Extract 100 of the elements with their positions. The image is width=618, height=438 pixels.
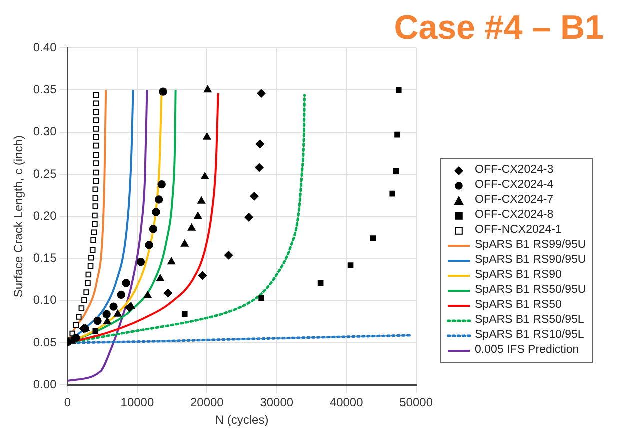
point <box>370 236 376 242</box>
point <box>93 134 100 140</box>
point <box>258 295 264 302</box>
x-tick-label: 40000 <box>330 396 364 410</box>
y-tick-label: 0.40 <box>33 40 58 54</box>
point <box>88 255 94 261</box>
point <box>91 230 98 236</box>
point <box>122 279 130 288</box>
point <box>256 140 264 148</box>
point <box>158 180 166 189</box>
y-axis-title: Surface Crack Length, c (inch) <box>12 136 26 298</box>
legend-label: OFF-CX2024-8 <box>475 208 554 223</box>
point <box>250 192 259 201</box>
point <box>93 160 100 166</box>
legend-label: OFF-CX2024-4 <box>475 178 554 193</box>
point <box>114 310 122 317</box>
text: Case #4 – B1 <box>394 8 604 48</box>
point <box>92 221 98 228</box>
point <box>92 212 98 219</box>
line-series <box>68 89 148 382</box>
legend-label: OFF-CX2024-3 <box>475 163 554 178</box>
point <box>152 208 160 216</box>
point <box>93 109 100 115</box>
point <box>90 247 96 254</box>
point <box>144 291 152 298</box>
y-tick-label: 0.20 <box>33 208 58 223</box>
point <box>88 263 94 270</box>
point <box>93 118 100 124</box>
point <box>164 289 172 298</box>
legend-label: SpARS B1 RS90 <box>475 268 562 283</box>
point <box>188 224 196 231</box>
point <box>394 132 400 138</box>
point <box>104 317 112 324</box>
point <box>198 271 207 280</box>
x-tick-label: 50000 <box>400 396 434 410</box>
x-tick-label: 30000 <box>260 396 294 410</box>
point <box>93 152 100 158</box>
point <box>93 126 100 132</box>
point <box>86 272 92 278</box>
point <box>224 251 234 260</box>
point <box>154 196 164 204</box>
point <box>145 241 154 250</box>
point <box>93 178 100 184</box>
legend-label: SpARS B1 RS50 <box>475 298 562 313</box>
point <box>72 334 80 342</box>
point <box>149 225 158 234</box>
legend-label: SpARS B1 RS50/95L <box>475 313 584 328</box>
point <box>73 322 80 328</box>
point <box>156 274 164 282</box>
point <box>396 87 402 94</box>
point <box>201 172 210 180</box>
point <box>194 212 202 220</box>
point <box>204 86 212 93</box>
y-tick-label: 0.25 <box>33 166 58 181</box>
point <box>348 262 354 268</box>
y-tick-label: 0.10 <box>33 293 58 308</box>
point <box>393 168 400 174</box>
point <box>76 314 82 320</box>
point <box>110 302 118 311</box>
y-tick-label: 0.05 <box>33 335 58 350</box>
point <box>93 170 100 176</box>
point <box>255 163 264 172</box>
point <box>159 88 168 96</box>
point <box>93 142 100 149</box>
point <box>318 280 324 286</box>
legend-label: OFF-NCX2024-1 <box>475 223 562 238</box>
point <box>102 310 111 318</box>
point <box>84 290 90 296</box>
legend-label: SpARS B1 RS10/95L <box>475 328 584 343</box>
legend-label: SpARS B1 RS99/95U <box>475 238 586 253</box>
point <box>168 258 176 265</box>
point <box>78 306 85 312</box>
point <box>92 204 99 210</box>
x-tick-label: 20000 <box>190 396 224 410</box>
point <box>257 89 266 98</box>
point <box>136 258 146 266</box>
point <box>182 311 188 318</box>
point <box>92 328 99 334</box>
y-tick-label: 0.15 <box>33 251 58 266</box>
point <box>203 132 212 140</box>
point <box>85 280 91 286</box>
legend-label: OFF-CX2024-7 <box>475 193 554 208</box>
point <box>180 240 189 247</box>
point <box>93 92 100 98</box>
point <box>90 237 96 244</box>
point <box>198 196 206 204</box>
y-tick-label: 0.30 <box>33 124 58 139</box>
point <box>244 213 254 222</box>
legend-label: 0.005 IFS Prediction <box>475 343 580 358</box>
point <box>94 317 102 326</box>
legend-label: SpARS B1 RS90/95U <box>475 253 586 268</box>
point <box>82 297 88 303</box>
y-tick-label: 0.35 <box>33 82 58 96</box>
x-tick-label: 10000 <box>120 396 154 410</box>
point <box>92 186 99 193</box>
legend-label: SpARS B1 RS50/95U <box>475 283 586 298</box>
point <box>390 190 396 197</box>
point <box>92 195 99 201</box>
point <box>117 290 126 300</box>
x-axis-title: N (cycles) <box>215 413 269 428</box>
